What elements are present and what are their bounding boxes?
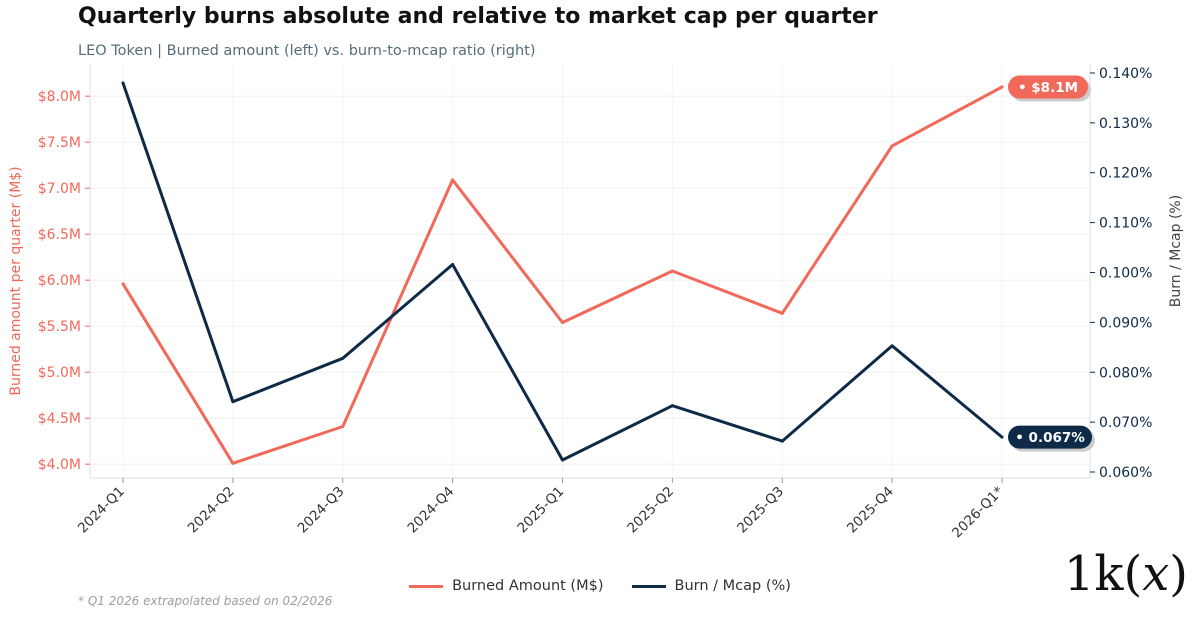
chart-subtitle: LEO Token | Burned amount (left) vs. bur…	[78, 43, 536, 59]
legend-item-ratio[interactable]: Burn / Mcap (%)	[631, 578, 791, 594]
legend-item-burned[interactable]: Burned Amount (M$)	[409, 578, 604, 594]
x-tick-label: 2025-Q1	[514, 484, 567, 537]
brand-logo: 1k(x)	[1063, 546, 1188, 602]
right-tick-label: 0.060%	[1099, 465, 1152, 481]
right-axis-title: Burn / Mcap (%)	[1168, 195, 1184, 307]
axes: $4.0M $4.5M $5.0M $5.5M $6.0M $6.5M $7.0M $7.5M…	[8, 64, 1184, 541]
right-tick-label: 0.090%	[1099, 315, 1152, 331]
left-tick-label: $5.0M	[38, 365, 81, 381]
data-point-ratio	[780, 439, 784, 443]
data-point-burned	[890, 144, 894, 148]
footnote: * Q1 2026 extrapolated based on 02/2026	[78, 594, 333, 608]
end-label-text: • $8.1M	[1018, 80, 1078, 96]
x-tick-label: 2025-Q3	[734, 484, 787, 537]
left-tick-label: $5.5M	[38, 319, 81, 335]
right-tick-label: 0.070%	[1099, 415, 1152, 431]
data-point-ratio	[890, 344, 894, 348]
right-tick-label: 0.120%	[1099, 166, 1152, 182]
data-point-burned	[670, 269, 674, 273]
data-point-burned	[780, 311, 784, 315]
end-labels: • $8.1M • 0.067%	[1008, 75, 1095, 452]
left-tick-label: $4.0M	[38, 457, 81, 473]
series-lines	[121, 81, 1004, 465]
data-point-ratio	[231, 400, 235, 404]
legend-swatch-burned	[409, 584, 444, 588]
right-tick-label: 0.110%	[1099, 216, 1152, 232]
x-tick-label: 2025-Q4	[844, 484, 897, 537]
data-point-ratio	[121, 81, 125, 85]
right-tick-label: 0.130%	[1099, 116, 1152, 132]
left-tick-label: $4.5M	[38, 411, 81, 427]
legend-label-burned: Burned Amount (M$)	[452, 578, 604, 594]
left-tick-label: $7.0M	[38, 181, 81, 197]
legend: Burned Amount (M$) Burn / Mcap (%)	[0, 578, 1200, 594]
chart-title: Quarterly burns absolute and relative to…	[78, 4, 878, 29]
x-tick-label: 2026-Q1*	[949, 483, 1007, 541]
x-tick-label: 2025-Q2	[624, 484, 677, 537]
legend-swatch-ratio	[631, 584, 666, 588]
left-axis-title: Burned amount per quarter (M$)	[8, 166, 24, 395]
x-tick-label: 2024-Q3	[295, 484, 348, 537]
x-tick-label: 2024-Q2	[185, 484, 238, 537]
left-tick-label: $6.0M	[38, 273, 81, 289]
left-tick-label: $8.0M	[38, 89, 81, 105]
x-tick-label: 2024-Q1	[75, 484, 128, 537]
data-point-ratio	[670, 404, 674, 408]
right-tick-label: 0.080%	[1099, 365, 1152, 381]
left-tick-label: $7.5M	[38, 135, 81, 151]
right-tick-label: 0.140%	[1099, 66, 1152, 82]
data-point-burned	[561, 321, 564, 325]
data-point-burned	[341, 424, 345, 428]
right-tick-label: 0.100%	[1099, 265, 1152, 281]
grid-lines	[90, 64, 1090, 478]
end-label-pill	[1008, 425, 1092, 449]
data-point-burned	[1000, 85, 1004, 89]
left-tick-label: $6.5M	[38, 227, 81, 243]
data-point-ratio	[341, 356, 345, 360]
end-label-text: • 0.067%	[1015, 430, 1085, 446]
legend-label-ratio: Burn / Mcap (%)	[674, 578, 791, 594]
end-label-pill	[1008, 75, 1088, 99]
data-point-burned	[231, 461, 235, 465]
data-point-ratio	[1000, 435, 1004, 439]
data-point-ratio	[451, 263, 455, 267]
data-point-burned	[121, 282, 125, 286]
data-point-burned	[451, 178, 455, 182]
data-point-ratio	[561, 458, 564, 462]
x-tick-label: 2024-Q4	[404, 484, 457, 537]
